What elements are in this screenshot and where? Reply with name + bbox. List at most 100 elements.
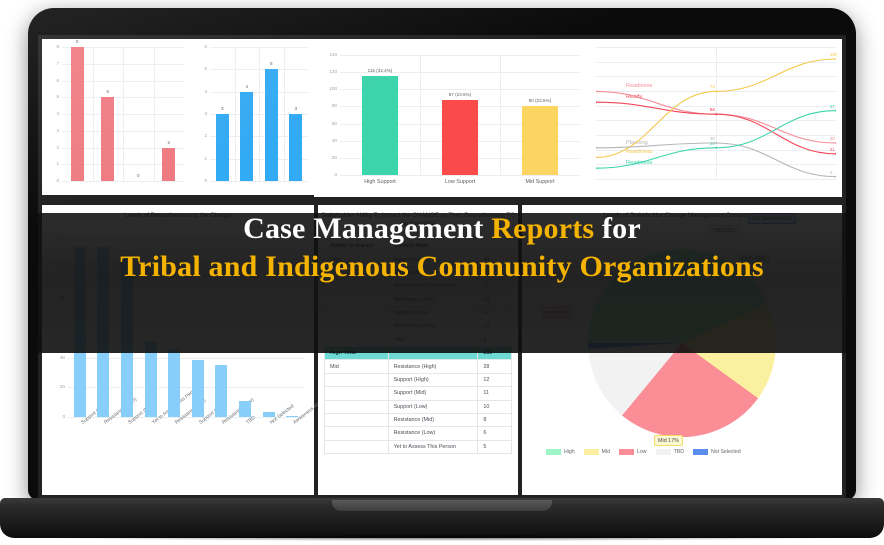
table-cell-value: 6 xyxy=(477,426,512,441)
bar-value-label: 2 xyxy=(167,139,171,145)
pie-legend-label: High xyxy=(564,449,575,455)
table-cell-group: Mid xyxy=(324,359,389,374)
line-series-svg xyxy=(596,58,836,178)
table-cell-value: 8 xyxy=(477,412,512,428)
bar-value-label: 5 xyxy=(269,61,273,67)
table-cell-state: Resistance (Mid) xyxy=(387,412,479,428)
table-row[interactable]: Support (Low) 10 xyxy=(324,399,512,414)
y-axis-tick: 40 xyxy=(59,354,65,360)
y-axis-tick: 1 xyxy=(56,161,59,167)
x-axis-category-label: Mid Support xyxy=(525,179,555,185)
table-cell-state: Support (Low) xyxy=(387,399,479,414)
x-axis-category-label: High Support xyxy=(364,179,396,185)
y-axis-tick: 60 xyxy=(331,120,337,126)
pie-legend-swatch xyxy=(619,449,635,455)
gridline-vertical xyxy=(283,47,285,181)
y-axis-tick: 0 xyxy=(334,172,337,177)
gridline xyxy=(210,181,308,182)
y-axis-tick: 5 xyxy=(56,94,59,100)
bar-value-label: 3 xyxy=(294,106,298,111)
line-point-label: 0 xyxy=(830,169,833,175)
table-cell-value: 5 xyxy=(477,439,512,455)
pie-legend-item: Low xyxy=(619,449,647,455)
hero-title-part-3: for xyxy=(594,212,641,245)
table-cell-state: Resistance (Low) xyxy=(387,426,479,441)
chart-readiness-lines[interactable]: Readiness 54 30 Ready 54 21 Readiness 73 100 Plan… xyxy=(590,39,842,197)
table-row[interactable]: Yet to Assess This Person 5 xyxy=(324,439,512,455)
table-cell-value: 11 xyxy=(477,386,512,401)
table-cell-group xyxy=(324,372,389,388)
gridline xyxy=(340,72,580,74)
y-axis-tick: 0 xyxy=(62,414,65,419)
gridline-vertical xyxy=(259,47,260,181)
table-row[interactable]: Resistance (Low) 6 xyxy=(324,426,512,441)
y-axis-tick: 3 xyxy=(56,127,59,133)
hero-title-line-1: Case Management Reports for xyxy=(243,212,641,246)
y-axis-tick: 100 xyxy=(329,86,337,92)
table-cell-group xyxy=(324,412,389,428)
bar xyxy=(215,365,228,417)
gridline xyxy=(340,55,580,56)
table-row[interactable]: Mid Resistance (High) 28 xyxy=(324,359,512,374)
pie-legend-swatch xyxy=(655,449,671,455)
gridline xyxy=(62,181,184,182)
table-row[interactable]: Resistance (Mid) 8 xyxy=(324,412,512,428)
chart-receptiveness-blue-bars[interactable]: 0 1 2 3 4 5 6 3 4 5 3 xyxy=(190,39,314,195)
line-point-label: 21 xyxy=(830,146,835,152)
y-axis-tick: 7 xyxy=(56,60,59,66)
y-axis-tick: 120 xyxy=(329,69,337,75)
hero-title: Case Management Reports for Tribal and I… xyxy=(0,178,884,318)
line-point-label: 54 xyxy=(710,107,715,113)
y-axis-tick: 20 xyxy=(331,154,337,160)
y-axis-tick: 80 xyxy=(331,103,337,109)
table-cell-state: Support (Mid) xyxy=(387,386,479,401)
line-point-label: 57 xyxy=(830,103,835,109)
gridline-vertical xyxy=(420,55,421,175)
table-row[interactable]: Support (High) 12 xyxy=(324,372,512,388)
bar xyxy=(362,76,398,175)
bar xyxy=(144,341,157,417)
pie-legend-swatch xyxy=(692,449,708,455)
table-cell-group xyxy=(324,426,389,441)
y-axis-tick: 6 xyxy=(56,77,59,83)
chart-receptiveness-red-bars[interactable]: 0 1 2 3 4 5 6 7 8 8 5 0 2 xyxy=(42,39,190,195)
gridline xyxy=(68,357,304,359)
bar xyxy=(264,69,278,181)
chart-support-distribution[interactable]: 0 20 40 60 80 100 120 140 115 (32.4%) High Suppor… xyxy=(314,39,590,197)
table-cell-group xyxy=(324,399,389,414)
y-axis-tick: 5 xyxy=(204,66,207,72)
table-cell-group xyxy=(324,439,389,455)
bar-value-label: 3 xyxy=(220,106,224,111)
y-axis-tick: 0 xyxy=(204,178,207,183)
table-cell-group xyxy=(324,386,389,401)
bar-value-label: 4 xyxy=(245,83,249,89)
pie-legend-label: TBD xyxy=(673,449,684,455)
bar xyxy=(215,114,229,181)
pie-data-label: Mid 17% xyxy=(654,435,683,446)
y-axis-tick: 1 xyxy=(204,155,207,161)
pie-legend-swatch xyxy=(583,449,599,455)
y-axis-tick: 4 xyxy=(204,88,207,94)
hero-title-part-1: Case Management xyxy=(243,212,492,245)
pie-legend-label: Not Selected xyxy=(710,449,741,455)
gridline-vertical xyxy=(500,55,501,175)
bar xyxy=(101,97,115,181)
hero-title-line-2: Tribal and Indigenous Community Organiza… xyxy=(120,250,764,283)
hero-title-accent: Reports xyxy=(491,212,595,245)
line-point-label: 73 xyxy=(710,84,715,90)
line-point-label: 30 xyxy=(830,136,835,141)
x-axis-category-label: Low Support xyxy=(444,179,476,185)
table-cell-value: 12 xyxy=(477,372,512,388)
y-axis-tick: 2 xyxy=(56,144,59,150)
y-axis-tick: 140 xyxy=(329,52,337,57)
bar-value-label: 8 xyxy=(75,39,79,44)
bar xyxy=(442,100,478,175)
bar xyxy=(262,411,275,417)
gridline-vertical xyxy=(716,47,717,179)
y-axis-tick: 6 xyxy=(204,44,207,49)
pie-legend-item: Not Selected xyxy=(692,449,741,455)
table-row[interactable]: Support (Mid) 11 xyxy=(324,386,512,401)
pie-legend-item: High xyxy=(546,449,575,455)
